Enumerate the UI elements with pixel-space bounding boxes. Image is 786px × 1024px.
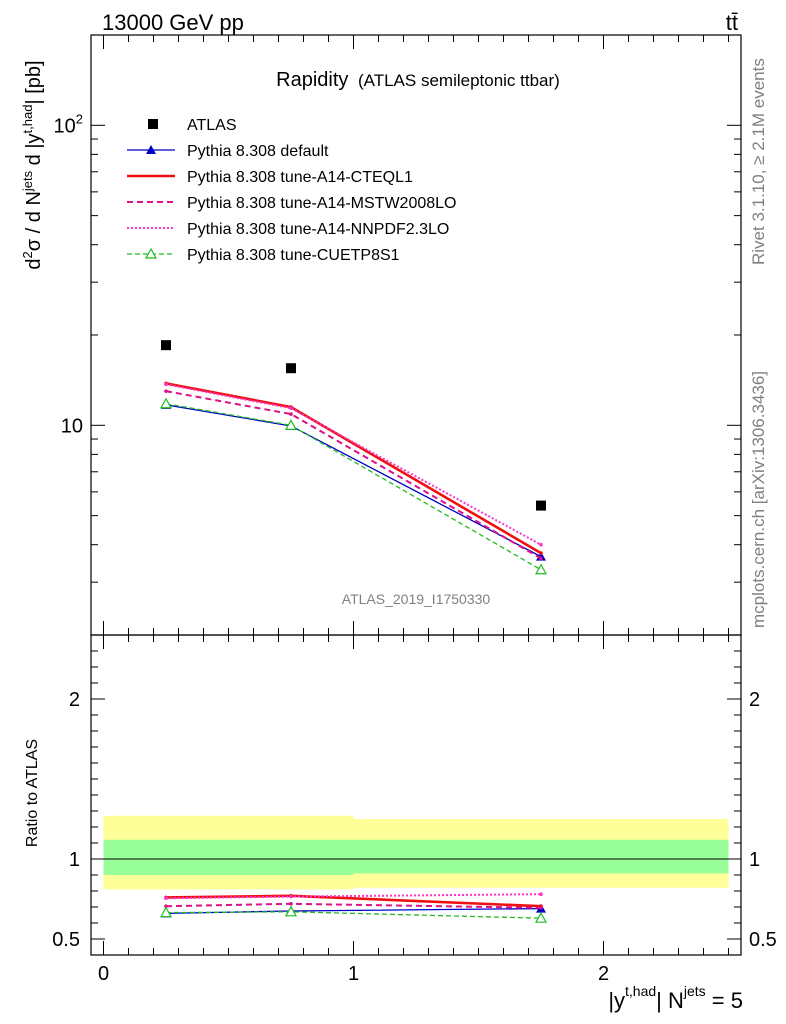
ratio-point-pythia-8-308-tune-cuetp8s1 [534, 911, 548, 923]
header-left: 13000 GeV pp [102, 10, 244, 35]
legend-marker-pythia-8-308-tune-cuetp8s1 [144, 247, 158, 259]
ratio-point-pythia-8-308-tune-cuetp8s1 [284, 905, 298, 917]
y-ticklabel-ratio-right: 0.5 [749, 929, 777, 951]
chart-title-block: Rapidity (ATLAS semileptonic ttbar) [276, 69, 560, 91]
point-pythia-8-308-tune-a14-mstw2008lo [289, 412, 293, 416]
y-ticklabel-main: 10 [61, 415, 83, 437]
chart-subtitle: (ATLAS semileptonic ttbar) [358, 71, 560, 90]
ratio-band-inner-1 [353, 839, 729, 874]
legend-marker-atlas [148, 119, 158, 129]
header-right: tt̄ [726, 10, 738, 35]
point-pythia-8-308-tune-a14-mstw2008lo [164, 389, 168, 393]
point-pythia-8-308-tune-cuetp8s1 [534, 563, 548, 575]
chart-title: Rapidity [276, 69, 348, 91]
mcplots-label: mcplots.cern.ch [arXiv:1306.3436] [749, 371, 768, 628]
point-pythia-8-308-tune-a14-nnpdf2-3lo [289, 406, 293, 411]
main-series-group [159, 381, 548, 575]
legend-label-pythia-8-308-tune-a14-mstw2008lo: Pythia 8.308 tune-A14-MSTW2008LO [187, 195, 456, 212]
series-line-pythia-8-308-default [165, 404, 542, 558]
ratio-uncertainty-bands [103, 815, 729, 890]
ratio-point-pythia-8-308-tune-a14-nnpdf2-3lo [539, 892, 543, 896]
ratio-point-pythia-8-308-tune-a14-nnpdf2-3lo [164, 896, 168, 900]
y-ticklabel-ratio-right: 2 [749, 689, 760, 711]
y-ticklabel-ratio: 2 [69, 689, 80, 711]
atlas-data-point [536, 500, 546, 511]
legend-label-pythia-8-308-default: Pythia 8.308 default [187, 143, 329, 160]
legend-label-atlas: ATLAS [187, 117, 237, 134]
y-ticklabel-exp: 2 [76, 111, 83, 126]
y-ticklabel-ratio: 0.5 [52, 929, 80, 951]
analysis-watermark: ATLAS_2019_I1750330 [342, 591, 491, 607]
ratio-point-pythia-8-308-tune-cuetp8s1 [159, 906, 173, 918]
legend-marker-pythia-8-308-default [146, 145, 156, 154]
ratio-point-pythia-8-308-tune-a14-mstw2008lo [289, 902, 293, 906]
atlas-data-points [161, 340, 546, 511]
ratio-y-axis-label: Ratio to ATLAS [24, 739, 41, 847]
y-ticklabel-base: 10 [54, 115, 76, 137]
legend-label-pythia-8-308-tune-cuetp8s1: Pythia 8.308 tune-CUETP8S1 [187, 247, 400, 264]
axis-ticks [91, 34, 741, 955]
legend-label-pythia-8-308-tune-a14-cteql1: Pythia 8.308 tune-A14-CTEQL1 [187, 169, 413, 186]
point-pythia-8-308-default [536, 551, 546, 561]
series-line-pythia-8-308-tune-a14-mstw2008lo [165, 390, 542, 560]
point-pythia-8-308-tune-a14-nnpdf2-3lo [539, 542, 543, 547]
point-pythia-8-308-tune-cuetp8s1 [159, 397, 173, 409]
series-line-pythia-8-308-tune-cuetp8s1 [165, 403, 542, 571]
atlas-data-point [286, 363, 296, 374]
x-axis-label: |yt,had| Njets = 5 [608, 983, 743, 1013]
x-ticklabel: 2 [598, 963, 609, 985]
point-pythia-8-308-tune-cuetp8s1 [284, 419, 298, 430]
ratio-line-pythia-8-308-tune-cuetp8s1 [165, 911, 542, 919]
legend-label-pythia-8-308-tune-a14-nnpdf2-3lo: Pythia 8.308 tune-A14-NNPDF2.3LO [187, 221, 449, 238]
x-ticklabel: 1 [348, 963, 359, 985]
ratio-point-pythia-8-308-tune-a14-mstw2008lo [164, 904, 168, 908]
point-pythia-8-308-tune-a14-cteql1 [539, 551, 543, 555]
point-pythia-8-308-tune-a14-nnpdf2-3lo [164, 382, 168, 387]
rivet-version-label: Rivet 3.1.10, ≥ 2.1M events [749, 58, 768, 265]
y-ticklabel-main: 102 [54, 111, 83, 137]
ratio-point-pythia-8-308-tune-a14-mstw2008lo [539, 906, 543, 910]
ratio-point-pythia-8-308-tune-a14-nnpdf2-3lo [289, 894, 293, 899]
x-ticklabel: 0 [98, 963, 109, 985]
ratio-band-inner-0 [103, 839, 354, 875]
y-ticklabel-ratio-right: 1 [749, 849, 760, 871]
ratio-series-group [159, 892, 548, 923]
point-pythia-8-308-tune-a14-mstw2008lo [539, 556, 543, 561]
atlas-data-point [161, 340, 171, 351]
ratio-panel-frame [90, 634, 742, 956]
legend: ATLAS Pythia 8.308 default Pythia 8.308 tu… [127, 117, 456, 264]
main-y-axis-label: d2σ / d Njets d |yt,had| [pb] [20, 60, 45, 269]
series-line-pythia-8-308-tune-a14-nnpdf2-3lo [165, 383, 542, 546]
y-ticklabel-ratio: 1 [69, 849, 80, 871]
